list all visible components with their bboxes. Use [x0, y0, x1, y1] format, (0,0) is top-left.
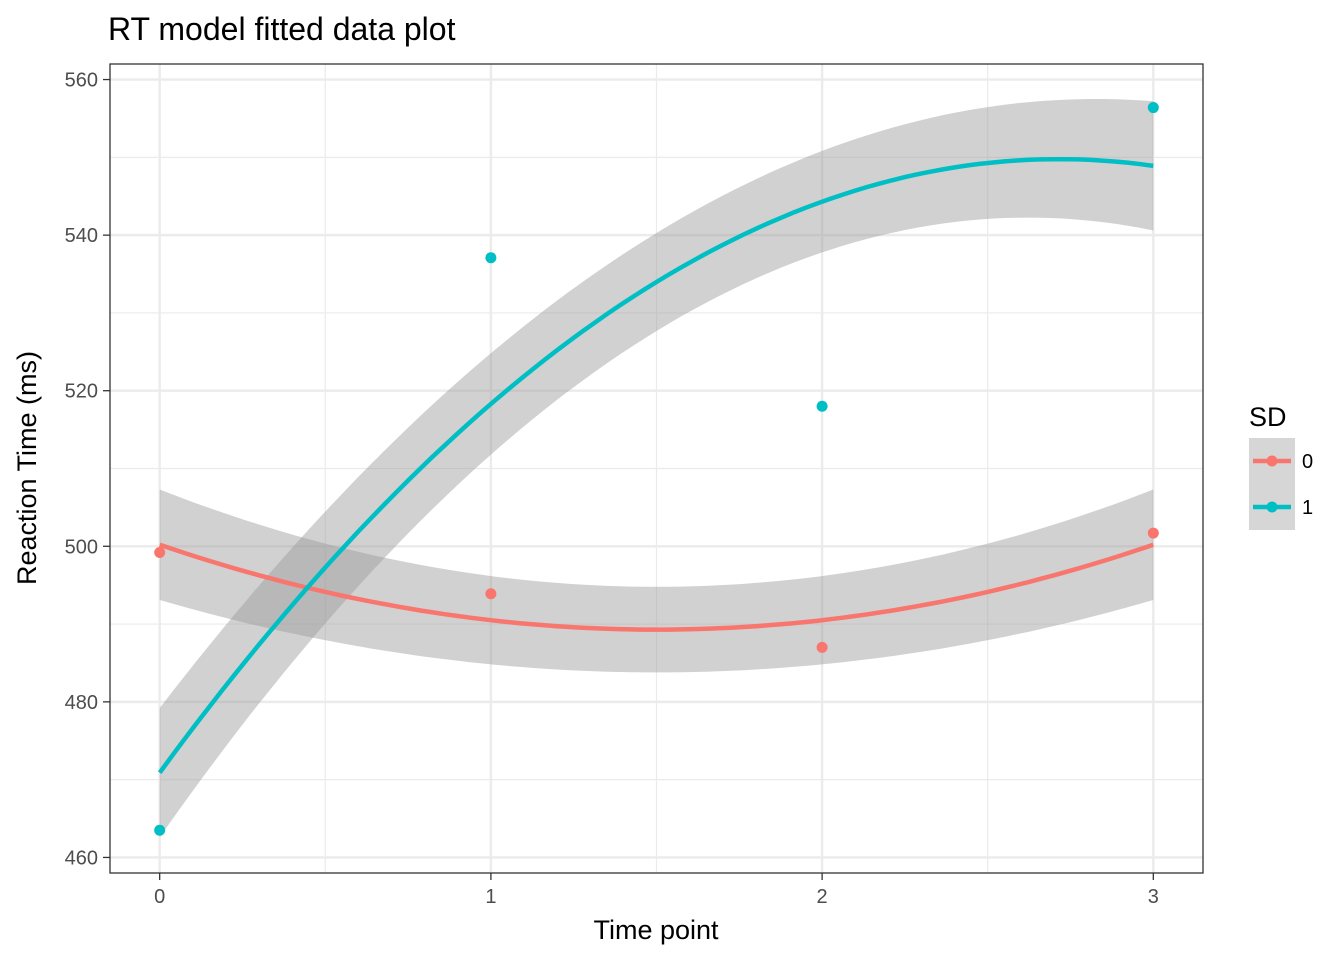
data-point-0 [1147, 527, 1159, 539]
confidence-band-1 [159, 99, 1154, 838]
legend-key-background [1249, 438, 1295, 530]
y-tick-label: 520 [65, 381, 98, 403]
legend: SD 01 [1249, 402, 1313, 530]
legend-label-1: 1 [1302, 497, 1313, 519]
x-tick-label: 1 [485, 886, 496, 908]
fit-line-1 [157, 156, 1154, 775]
confidence-band-layer [159, 99, 1154, 838]
legend-key-point-1 [1266, 501, 1278, 513]
legend-title: SD [1249, 402, 1287, 432]
data-point-1 [1147, 102, 1159, 114]
x-axis-title: Time point [593, 915, 719, 945]
y-axis-ticks: 460 480 500 520 540 560 [65, 70, 110, 869]
y-tick-label: 500 [65, 536, 98, 558]
y-tick-label: 480 [65, 692, 98, 714]
y-tick-label: 540 [65, 225, 98, 247]
x-tick-label: 0 [154, 886, 165, 908]
data-point-layer [154, 102, 1159, 836]
data-point-1 [154, 824, 166, 836]
grid-layer [110, 64, 1203, 873]
x-tick-label: 2 [817, 886, 828, 908]
data-point-1 [816, 400, 828, 412]
legend-items: 01 [1249, 438, 1313, 530]
y-tick-label: 560 [65, 70, 98, 92]
fit-line-layer [157, 156, 1155, 775]
data-point-0 [485, 588, 497, 600]
fit-line-0 [158, 542, 1155, 632]
y-tick-label: 460 [65, 847, 98, 869]
x-tick-label: 3 [1148, 886, 1159, 908]
data-point-1 [485, 252, 497, 264]
legend-label-0: 0 [1302, 451, 1313, 473]
confidence-band-0 [159, 489, 1154, 673]
data-point-0 [154, 547, 166, 559]
chart-title: RT model fitted data plot [108, 11, 456, 47]
y-axis-title: Reaction Time (ms) [12, 351, 42, 585]
data-point-0 [816, 641, 828, 653]
legend-key-point-0 [1266, 455, 1278, 467]
plot-border [109, 63, 1204, 874]
x-axis-ticks: 0 1 2 3 [154, 873, 1159, 908]
